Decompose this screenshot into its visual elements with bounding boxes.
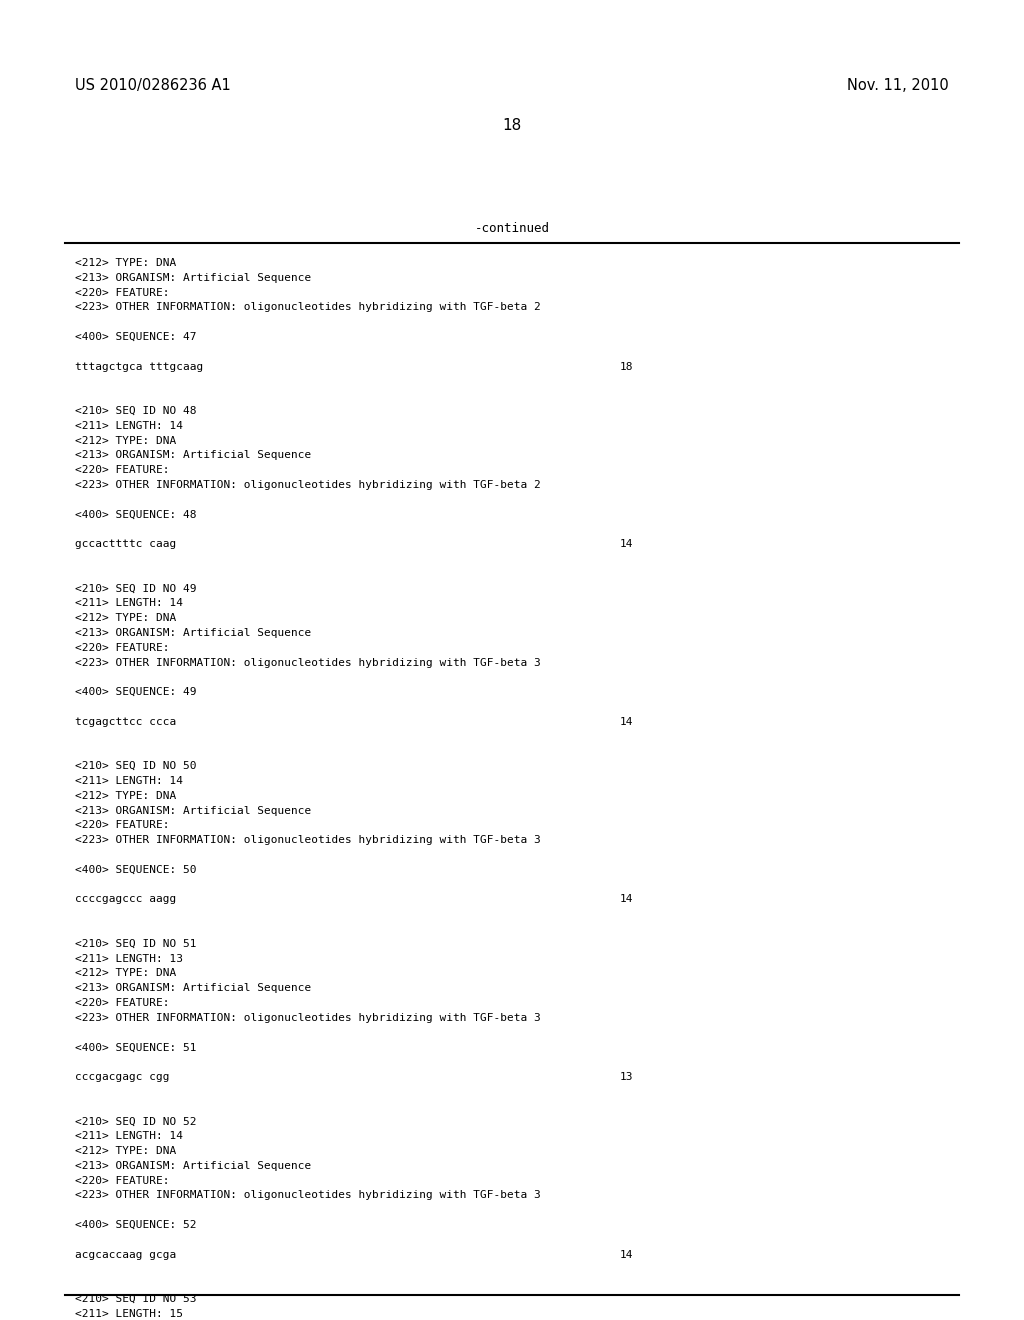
Text: 14: 14: [620, 1250, 634, 1259]
Text: -continued: -continued: [474, 222, 550, 235]
Text: <210> SEQ ID NO 51: <210> SEQ ID NO 51: [75, 939, 197, 949]
Text: <210> SEQ ID NO 52: <210> SEQ ID NO 52: [75, 1117, 197, 1126]
Text: 18: 18: [620, 362, 634, 372]
Text: cccgacgagc cgg: cccgacgagc cgg: [75, 1072, 170, 1082]
Text: <400> SEQUENCE: 51: <400> SEQUENCE: 51: [75, 1043, 197, 1052]
Text: <213> ORGANISM: Artificial Sequence: <213> ORGANISM: Artificial Sequence: [75, 1160, 311, 1171]
Text: <223> OTHER INFORMATION: oligonucleotides hybridizing with TGF-beta 3: <223> OTHER INFORMATION: oligonucleotide…: [75, 1191, 541, 1200]
Text: <223> OTHER INFORMATION: oligonucleotides hybridizing with TGF-beta 3: <223> OTHER INFORMATION: oligonucleotide…: [75, 657, 541, 668]
Text: <211> LENGTH: 15: <211> LENGTH: 15: [75, 1309, 183, 1319]
Text: ccccgagccc aagg: ccccgagccc aagg: [75, 895, 176, 904]
Text: <223> OTHER INFORMATION: oligonucleotides hybridizing with TGF-beta 3: <223> OTHER INFORMATION: oligonucleotide…: [75, 836, 541, 845]
Text: acgcaccaag gcga: acgcaccaag gcga: [75, 1250, 176, 1259]
Text: <400> SEQUENCE: 49: <400> SEQUENCE: 49: [75, 688, 197, 697]
Text: <211> LENGTH: 14: <211> LENGTH: 14: [75, 421, 183, 430]
Text: 14: 14: [620, 539, 634, 549]
Text: 18: 18: [503, 117, 521, 133]
Text: <213> ORGANISM: Artificial Sequence: <213> ORGANISM: Artificial Sequence: [75, 450, 311, 461]
Text: <400> SEQUENCE: 48: <400> SEQUENCE: 48: [75, 510, 197, 520]
Text: <210> SEQ ID NO 50: <210> SEQ ID NO 50: [75, 762, 197, 771]
Text: <400> SEQUENCE: 52: <400> SEQUENCE: 52: [75, 1220, 197, 1230]
Text: <400> SEQUENCE: 47: <400> SEQUENCE: 47: [75, 333, 197, 342]
Text: <211> LENGTH: 14: <211> LENGTH: 14: [75, 776, 183, 785]
Text: <220> FEATURE:: <220> FEATURE:: [75, 821, 170, 830]
Text: <210> SEQ ID NO 49: <210> SEQ ID NO 49: [75, 583, 197, 594]
Text: <212> TYPE: DNA: <212> TYPE: DNA: [75, 1146, 176, 1156]
Text: <223> OTHER INFORMATION: oligonucleotides hybridizing with TGF-beta 2: <223> OTHER INFORMATION: oligonucleotide…: [75, 480, 541, 490]
Text: <220> FEATURE:: <220> FEATURE:: [75, 288, 170, 297]
Text: <212> TYPE: DNA: <212> TYPE: DNA: [75, 436, 176, 446]
Text: tcgagcttcc ccca: tcgagcttcc ccca: [75, 717, 176, 727]
Text: Nov. 11, 2010: Nov. 11, 2010: [847, 78, 949, 92]
Text: <400> SEQUENCE: 50: <400> SEQUENCE: 50: [75, 865, 197, 875]
Text: US 2010/0286236 A1: US 2010/0286236 A1: [75, 78, 230, 92]
Text: <223> OTHER INFORMATION: oligonucleotides hybridizing with TGF-beta 2: <223> OTHER INFORMATION: oligonucleotide…: [75, 302, 541, 313]
Text: 14: 14: [620, 717, 634, 727]
Text: <223> OTHER INFORMATION: oligonucleotides hybridizing with TGF-beta 3: <223> OTHER INFORMATION: oligonucleotide…: [75, 1012, 541, 1023]
Text: <212> TYPE: DNA: <212> TYPE: DNA: [75, 969, 176, 978]
Text: tttagctgca tttgcaag: tttagctgca tttgcaag: [75, 362, 203, 372]
Text: <213> ORGANISM: Artificial Sequence: <213> ORGANISM: Artificial Sequence: [75, 983, 311, 993]
Text: <220> FEATURE:: <220> FEATURE:: [75, 465, 170, 475]
Text: <213> ORGANISM: Artificial Sequence: <213> ORGANISM: Artificial Sequence: [75, 273, 311, 282]
Text: <212> TYPE: DNA: <212> TYPE: DNA: [75, 791, 176, 801]
Text: <212> TYPE: DNA: <212> TYPE: DNA: [75, 257, 176, 268]
Text: gccacttttc caag: gccacttttc caag: [75, 539, 176, 549]
Text: 14: 14: [620, 895, 634, 904]
Text: <211> LENGTH: 14: <211> LENGTH: 14: [75, 1131, 183, 1142]
Text: 13: 13: [620, 1072, 634, 1082]
Text: <220> FEATURE:: <220> FEATURE:: [75, 643, 170, 653]
Text: <220> FEATURE:: <220> FEATURE:: [75, 1176, 170, 1185]
Text: <213> ORGANISM: Artificial Sequence: <213> ORGANISM: Artificial Sequence: [75, 805, 311, 816]
Text: <211> LENGTH: 13: <211> LENGTH: 13: [75, 953, 183, 964]
Text: <211> LENGTH: 14: <211> LENGTH: 14: [75, 598, 183, 609]
Text: <220> FEATURE:: <220> FEATURE:: [75, 998, 170, 1008]
Text: <213> ORGANISM: Artificial Sequence: <213> ORGANISM: Artificial Sequence: [75, 628, 311, 638]
Text: <212> TYPE: DNA: <212> TYPE: DNA: [75, 614, 176, 623]
Text: <210> SEQ ID NO 53: <210> SEQ ID NO 53: [75, 1294, 197, 1304]
Text: <210> SEQ ID NO 48: <210> SEQ ID NO 48: [75, 407, 197, 416]
